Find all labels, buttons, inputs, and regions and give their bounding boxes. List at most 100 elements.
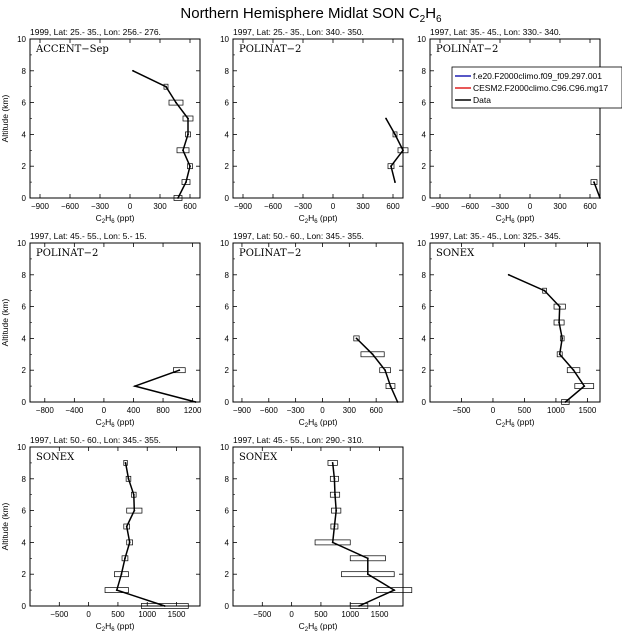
panel-header: 1997, Lat: 50.- 60., Lon: 345.- 355.	[30, 435, 161, 445]
x-tick-label: 0	[528, 202, 533, 211]
spread-box	[574, 383, 595, 389]
y-tick-label: 10	[17, 443, 26, 452]
x-tick-label: 1000	[547, 406, 565, 415]
x-tick-label: 1500	[168, 610, 186, 619]
y-tick-label: 0	[22, 398, 27, 407]
x-tick-label: 0	[289, 610, 294, 619]
y-tick-label: 0	[225, 194, 230, 203]
data-point	[561, 337, 564, 340]
y-tick-label: 2	[225, 162, 230, 171]
x-tick-label: 1000	[341, 610, 359, 619]
data-profile-line	[132, 70, 191, 199]
y-tick-label: 4	[22, 334, 27, 343]
data-point	[133, 509, 136, 512]
x-tick-label: 300	[553, 202, 567, 211]
data-profile-line	[508, 274, 586, 403]
x-axis-label: C2H6 (ppt)	[299, 417, 338, 429]
x-tick-label: −900	[431, 202, 450, 211]
panel-header: 1997, Lat: 45.- 55., Lon: 290.- 310.	[233, 435, 364, 445]
plot-frame	[232, 446, 404, 607]
y-tick-label: 6	[22, 507, 27, 516]
y-tick-label: 4	[225, 538, 230, 547]
panel-header: 1997, Lat: 35.- 45., Lon: 330.- 340.	[430, 27, 561, 37]
plot-frame	[232, 242, 404, 403]
legend-label: f.e20.F2000climo.f09_f09.297.001	[473, 71, 602, 81]
data-profile-line	[593, 181, 601, 199]
data-point	[175, 101, 177, 104]
x-tick-label: 1000	[138, 610, 156, 619]
data-point	[593, 181, 595, 184]
y-tick-label: 10	[417, 35, 426, 44]
panel-3: 1997, Lat: 35.- 45., Lon: 330.- 340. −900…	[417, 27, 601, 225]
data-point	[394, 133, 396, 136]
x-tick-label: −300	[91, 202, 110, 211]
data-point	[385, 117, 387, 120]
y-tick-label: 2	[22, 570, 27, 579]
spread-box	[349, 603, 369, 609]
data-point	[393, 589, 396, 591]
y-tick-label: 6	[225, 99, 230, 108]
spread-box	[141, 603, 189, 609]
panel-header: 1997, Lat: 45.- 55., Lon: 5.- 15.	[30, 231, 147, 241]
data-point	[124, 462, 127, 464]
data-point	[366, 573, 369, 576]
x-tick-label: 0	[491, 406, 496, 415]
x-tick-label: 500	[314, 610, 328, 619]
data-profile-line	[355, 337, 399, 403]
data-point	[394, 181, 396, 184]
data-point	[396, 401, 399, 403]
plot-frame	[232, 38, 404, 199]
spread-box	[163, 83, 169, 90]
data-point	[572, 369, 575, 372]
y-tick-label: 6	[422, 99, 427, 108]
data-profile-line	[132, 369, 196, 403]
y-tick-label: 0	[422, 194, 427, 203]
data-point	[125, 525, 128, 528]
x-tick-label: 1500	[371, 610, 389, 619]
panels: 1999, Lat: 25.- 35., Lon: 256.- 276. −900…	[0, 27, 601, 633]
data-point	[134, 385, 136, 387]
plot-frame	[29, 446, 201, 607]
data-point	[115, 589, 118, 591]
data-point	[333, 477, 336, 480]
y-tick-label: 4	[422, 334, 427, 343]
panel-header: 1997, Lat: 35.- 45., Lon: 325.- 345.	[430, 231, 561, 241]
panel-7: 1997, Lat: 50.- 60., Lon: 345.- 355. −500…	[0, 435, 201, 633]
spread-box	[542, 287, 547, 294]
x-tick-label: 300	[153, 202, 167, 211]
data-point	[331, 541, 334, 544]
y-tick-label: 6	[422, 303, 427, 312]
data-point	[358, 605, 360, 607]
y-tick-label: 8	[225, 271, 230, 280]
x-axis-label: C2H6 (ppt)	[299, 213, 338, 225]
y-tick-label: 6	[22, 303, 27, 312]
data-point	[355, 337, 358, 340]
x-tick-label: 600	[386, 202, 400, 211]
x-axis-label: C2H6 (ppt)	[299, 621, 338, 633]
y-tick-label: 8	[225, 475, 230, 484]
y-tick-label: 10	[17, 239, 26, 248]
panel-2: 1997, Lat: 25.- 35., Lon: 340.- 350. −900…	[220, 27, 409, 225]
y-tick-label: 10	[220, 443, 229, 452]
x-tick-label: −600	[61, 202, 80, 211]
y-tick-label: 4	[22, 130, 27, 139]
figure-title-sub: 2	[420, 14, 426, 25]
campaign-label: SONEX	[239, 452, 278, 463]
campaign-label: POLINAT−2	[239, 44, 301, 55]
x-tick-label: −300	[287, 406, 306, 415]
y-tick-label: 6	[22, 99, 27, 108]
y-tick-label: 2	[422, 366, 427, 375]
y-tick-label: 8	[22, 271, 27, 280]
data-point	[583, 385, 586, 387]
data-point	[558, 305, 561, 308]
data-point	[389, 385, 392, 387]
spread-box	[561, 399, 570, 405]
y-tick-label: 8	[422, 67, 427, 76]
x-tick-label: 800	[156, 406, 170, 415]
y-tick-label: 2	[22, 162, 27, 171]
plot-frame	[29, 242, 201, 403]
y-tick-label: 8	[22, 475, 27, 484]
y-axis-label: Altitude (km)	[0, 94, 10, 142]
y-tick-label: 10	[17, 35, 26, 44]
y-tick-label: 2	[22, 366, 27, 375]
